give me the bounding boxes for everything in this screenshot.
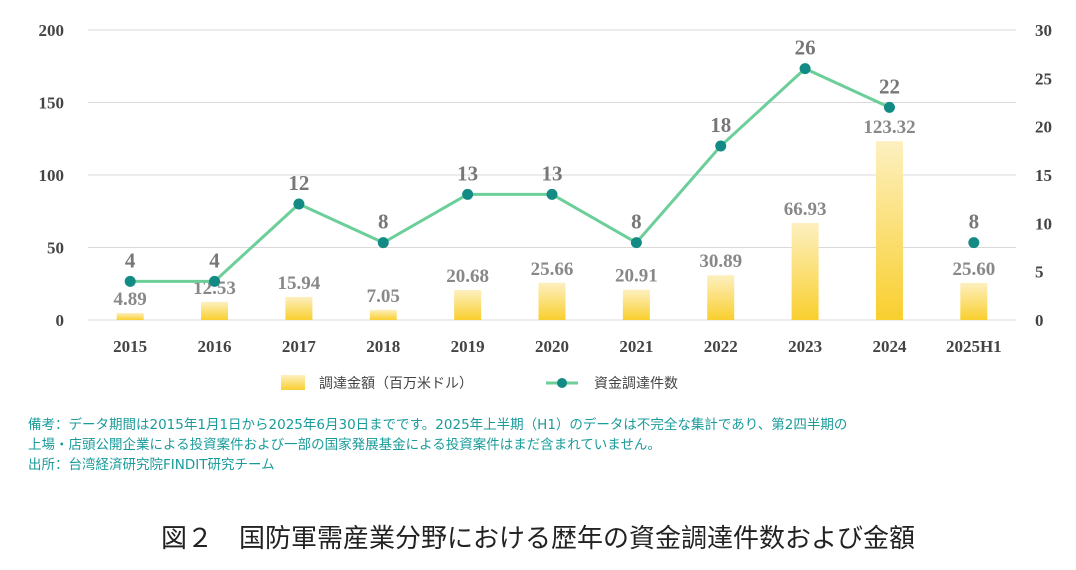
legend-line-marker — [557, 378, 567, 388]
line-point — [630, 237, 642, 249]
line-series: 4 4 12 8 13 13 8 18 26 22 8 — [124, 36, 980, 287]
source-line: 出所：台湾経済研究院FINDIT研究チーム — [28, 457, 275, 473]
line-point — [462, 188, 474, 200]
x-tick-label: 2021 — [619, 337, 653, 356]
bar — [285, 296, 313, 320]
left-axis: 0 50 100 150 200 — [39, 21, 65, 330]
bar-value-label: 25.66 — [531, 259, 574, 280]
line-point — [883, 101, 895, 113]
line-point — [546, 188, 558, 200]
right-tick-label: 5 — [1035, 263, 1044, 282]
line-value-label: 13 — [542, 161, 563, 185]
line-point — [799, 63, 811, 75]
left-tick-label: 200 — [39, 21, 65, 40]
left-tick-label: 50 — [47, 239, 64, 258]
combo-chart: 0 50 100 150 200 0 5 10 15 20 25 30 4.89 12.53 15.94… — [39, 21, 1053, 392]
line-value-label: 8 — [378, 210, 389, 234]
bar-value-label: 4.89 — [114, 289, 147, 310]
x-tick-label: 2024 — [872, 337, 907, 356]
bar — [454, 290, 482, 320]
line-value-label: 22 — [879, 74, 900, 98]
bar — [791, 222, 819, 320]
bar-value-label: 25.60 — [952, 259, 995, 280]
grid-lines — [88, 29, 1016, 321]
x-tick-label: 2016 — [198, 337, 232, 356]
line-value-label: 12 — [288, 171, 309, 195]
line-point — [968, 237, 980, 249]
line-point — [124, 275, 136, 287]
bar-value-label: 123.32 — [863, 117, 915, 138]
x-tick-label: 2019 — [451, 337, 485, 356]
bar-value-label: 20.91 — [615, 266, 658, 287]
right-axis: 0 5 10 15 20 25 30 — [1035, 21, 1052, 330]
line-value-label: 8 — [969, 210, 980, 234]
line-value-label: 4 — [125, 248, 136, 272]
right-tick-label: 30 — [1035, 21, 1052, 40]
bar — [538, 282, 566, 320]
x-tick-label: 2017 — [282, 337, 317, 356]
line-value-label: 13 — [457, 161, 478, 185]
bar-value-label: 12.53 — [193, 278, 236, 299]
bar-value-label: 7.05 — [367, 286, 400, 307]
figure-caption: 図２ 国防軍需産業分野における歴年の資金調達件数および金額 — [160, 524, 915, 554]
right-tick-label: 25 — [1035, 69, 1052, 88]
x-tick-label: 2022 — [704, 337, 738, 356]
line-point — [293, 198, 305, 210]
bar-value-label: 20.68 — [446, 266, 489, 287]
legend-line-label: 資金調達件数 — [594, 376, 678, 392]
right-tick-label: 20 — [1035, 118, 1052, 137]
note-line-1: 備考：データ期間は2015年1月1日から2025年6月30日までです。2025年… — [28, 417, 848, 433]
line-point — [377, 237, 389, 249]
x-tick-label: 2023 — [788, 337, 822, 356]
right-tick-label: 15 — [1035, 166, 1052, 185]
x-axis: 2015 2016 2017 2018 2019 2020 2021 2022 2023 2024… — [113, 337, 1002, 356]
left-tick-label: 100 — [39, 166, 65, 185]
left-tick-label: 0 — [56, 311, 65, 330]
legend-bar-label: 調達金額（百万米ドル） — [319, 376, 473, 392]
line-point — [209, 275, 221, 287]
line-value-label: 8 — [631, 210, 642, 234]
bar — [622, 289, 650, 320]
x-tick-label: 2025H1 — [946, 337, 1002, 356]
series-line — [130, 67, 891, 283]
line-value-label: 26 — [795, 36, 816, 60]
bar-value-label: 15.94 — [278, 273, 321, 294]
x-tick-label: 2020 — [535, 337, 569, 356]
bar — [960, 282, 988, 320]
right-tick-label: 0 — [1035, 311, 1044, 330]
x-tick-label: 2015 — [113, 337, 147, 356]
bar-value-label: 66.93 — [784, 199, 827, 220]
line-value-label: 4 — [209, 248, 220, 272]
bar — [201, 301, 229, 320]
bar-series: 4.89 12.53 15.94 7.05 20.68 25.66 20.91 30.89 66… — [114, 117, 995, 320]
bar — [875, 141, 903, 320]
x-tick-label: 2018 — [366, 337, 400, 356]
bar — [707, 275, 735, 320]
bar — [369, 309, 397, 320]
bar — [116, 312, 144, 320]
line-point — [715, 140, 727, 152]
bar-value-label: 30.89 — [699, 251, 742, 272]
legend-bar-swatch — [281, 375, 305, 390]
legend: 調達金額（百万米ドル） 資金調達件数 — [281, 375, 678, 392]
note-line-2: 上場・店頭公開企業による投資案件および一部の国家発展基金による投資案件はまだ含ま… — [28, 437, 661, 453]
left-tick-label: 150 — [39, 94, 65, 113]
line-value-label: 18 — [710, 113, 731, 137]
right-tick-label: 10 — [1035, 214, 1052, 233]
